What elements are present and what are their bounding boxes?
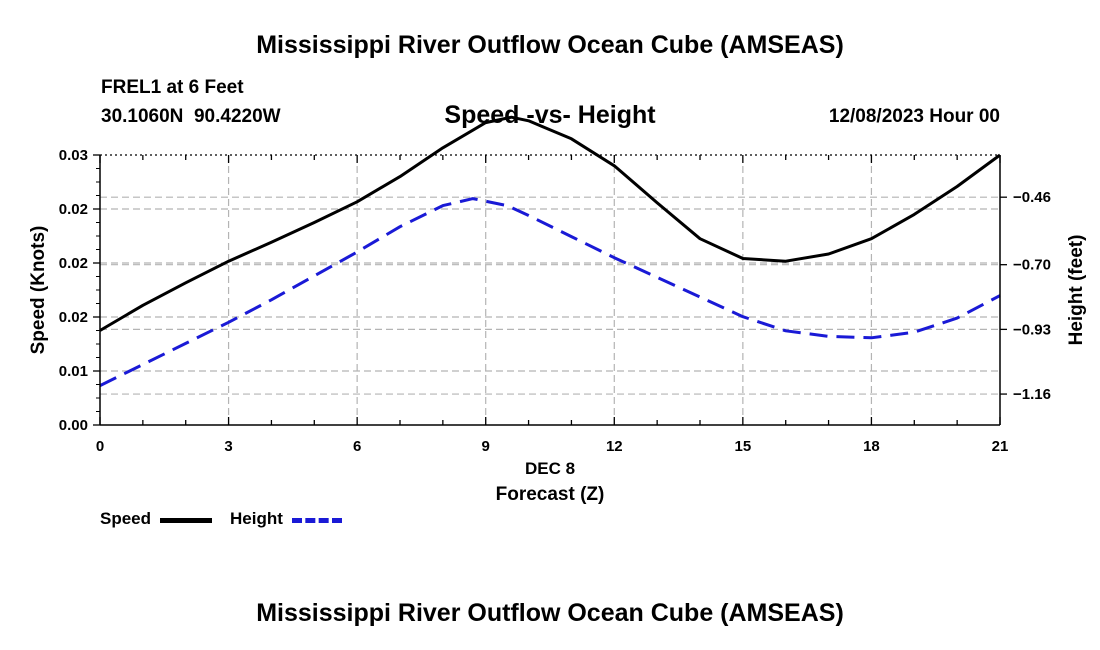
series-line-speed — [99, 115, 1001, 332]
series-line-height — [99, 197, 1001, 387]
x-tick-label: 3 — [224, 438, 232, 455]
x-tick-label: 21 — [992, 438, 1009, 455]
y-tick-label-left: 0.00 — [59, 417, 88, 434]
axes: 0 3 6 9 12 15 18 21 0.00 0.01 0.02 0.02 0.02 0.03 −1.1… — [59, 147, 1051, 455]
y-tick-label-right: −1.16 — [1013, 386, 1051, 403]
station-coords: 30.1060N 90.4220W — [101, 106, 281, 127]
x-tick-label: 9 — [482, 438, 490, 455]
y-tick-label-left: 0.02 — [59, 201, 88, 218]
legend-height-swatch — [292, 518, 342, 523]
footer-title: Mississippi River Outflow Ocean Cube (AM… — [256, 599, 844, 627]
grid — [100, 155, 1000, 425]
y-tick-label-left: 0.02 — [59, 255, 88, 272]
y-tick-label-left: 0.01 — [59, 363, 88, 380]
x-tick-label: 0 — [96, 438, 104, 455]
legend-speed-swatch — [160, 518, 212, 523]
forecast-datetime: 12/08/2023 Hour 00 — [828, 106, 1000, 127]
page-title: Mississippi River Outflow Ocean Cube (AM… — [256, 31, 844, 59]
y-tick-label-left: 0.02 — [59, 309, 88, 326]
chart-title: Speed -vs- Height — [444, 101, 656, 129]
y-axis-label-left: Speed (Knots) — [28, 226, 49, 355]
x-tick-label: 6 — [353, 438, 361, 455]
legend-speed-label: Speed — [100, 509, 152, 528]
station-name: FREL1 at 6 Feet — [101, 77, 244, 98]
y-tick-label-right: −0.46 — [1013, 189, 1051, 206]
x-tick-label: 12 — [606, 438, 623, 455]
x-tick-label: 18 — [863, 438, 880, 455]
y-axis-label-right: Height (feet) — [1066, 235, 1087, 346]
y-tick-label-right: −0.70 — [1013, 257, 1051, 274]
y-tick-label-right: −0.93 — [1013, 321, 1051, 338]
y-tick-label-left: 0.03 — [59, 147, 88, 164]
x-axis-label: Forecast (Z) — [496, 484, 605, 505]
x-tick-label: 15 — [735, 438, 752, 455]
legend-height-label: Height — [230, 509, 283, 528]
series-layer — [99, 115, 1001, 387]
x-axis-date-label: DEC 8 — [525, 459, 575, 478]
